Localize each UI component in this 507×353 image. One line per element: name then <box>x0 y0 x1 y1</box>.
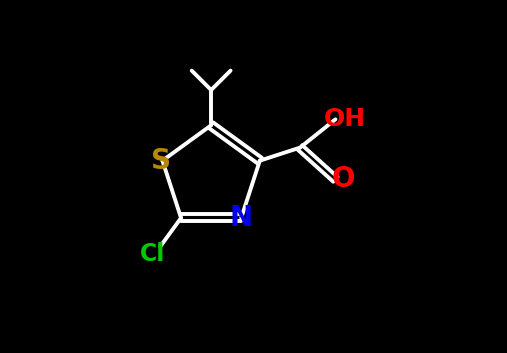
Text: S: S <box>151 147 171 175</box>
Text: OH: OH <box>324 107 367 131</box>
Text: Cl: Cl <box>140 241 166 265</box>
Text: O: O <box>332 165 355 193</box>
Text: N: N <box>230 204 253 232</box>
